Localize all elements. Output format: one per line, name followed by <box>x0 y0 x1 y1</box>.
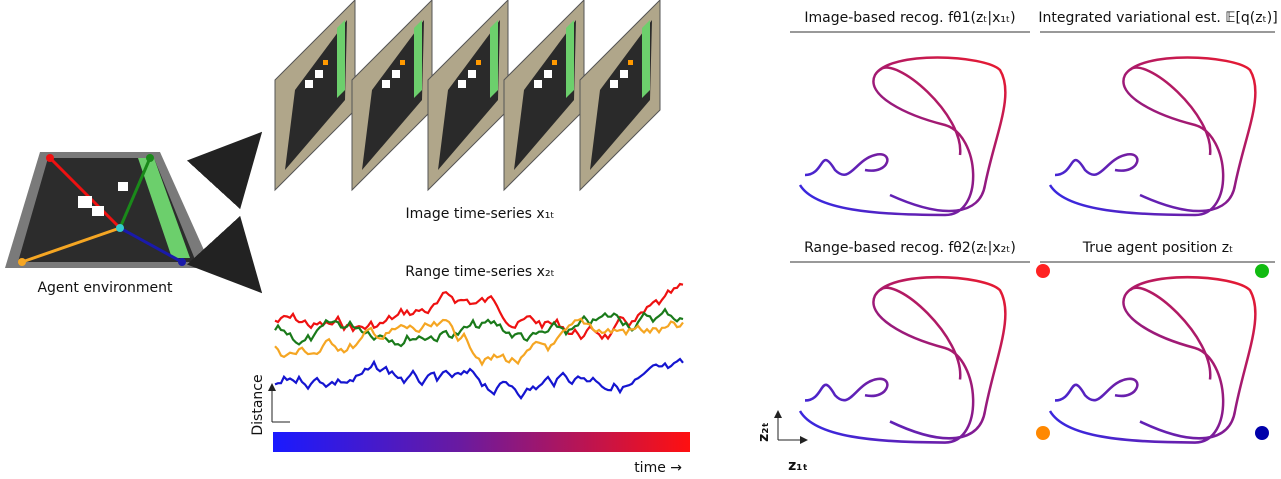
range-series-label: Range time-series x₂ₜ <box>405 264 554 280</box>
x-axis-label: time → <box>634 460 682 476</box>
panel-rules <box>790 32 1275 262</box>
anchor <box>1255 426 1269 440</box>
panel-title: Image-based recog. fθ1(zₜ|x₁ₜ) <box>804 10 1015 26</box>
range-trace <box>275 309 683 346</box>
panel-title: True agent position zₜ <box>1082 240 1233 256</box>
anchor <box>1036 426 1050 440</box>
anchor <box>1255 264 1269 278</box>
panel-title: Range-based recog. fθ2(zₜ|x₂ₜ) <box>804 240 1016 256</box>
anchor <box>1036 264 1050 278</box>
time-bar <box>273 432 690 452</box>
range-trace <box>275 359 683 398</box>
figure: Agent environment Image time-series x₁ₜ … <box>0 0 1281 479</box>
environment <box>5 152 212 268</box>
z1-label: z₁ₜ <box>788 458 808 474</box>
panel-title: Integrated variational est. 𝔼[q(zₜ)] <box>1038 10 1277 26</box>
y-axis-label: Distance <box>250 374 266 435</box>
arrow <box>218 145 250 180</box>
axis <box>272 392 290 422</box>
z2-label: z₂ₜ <box>756 422 772 442</box>
range-series <box>275 284 683 398</box>
environment-label: Agent environment <box>37 280 173 296</box>
arrow <box>218 245 250 280</box>
image-series-label: Image time-series x₁ₜ <box>406 206 555 222</box>
image-frames <box>275 0 660 190</box>
